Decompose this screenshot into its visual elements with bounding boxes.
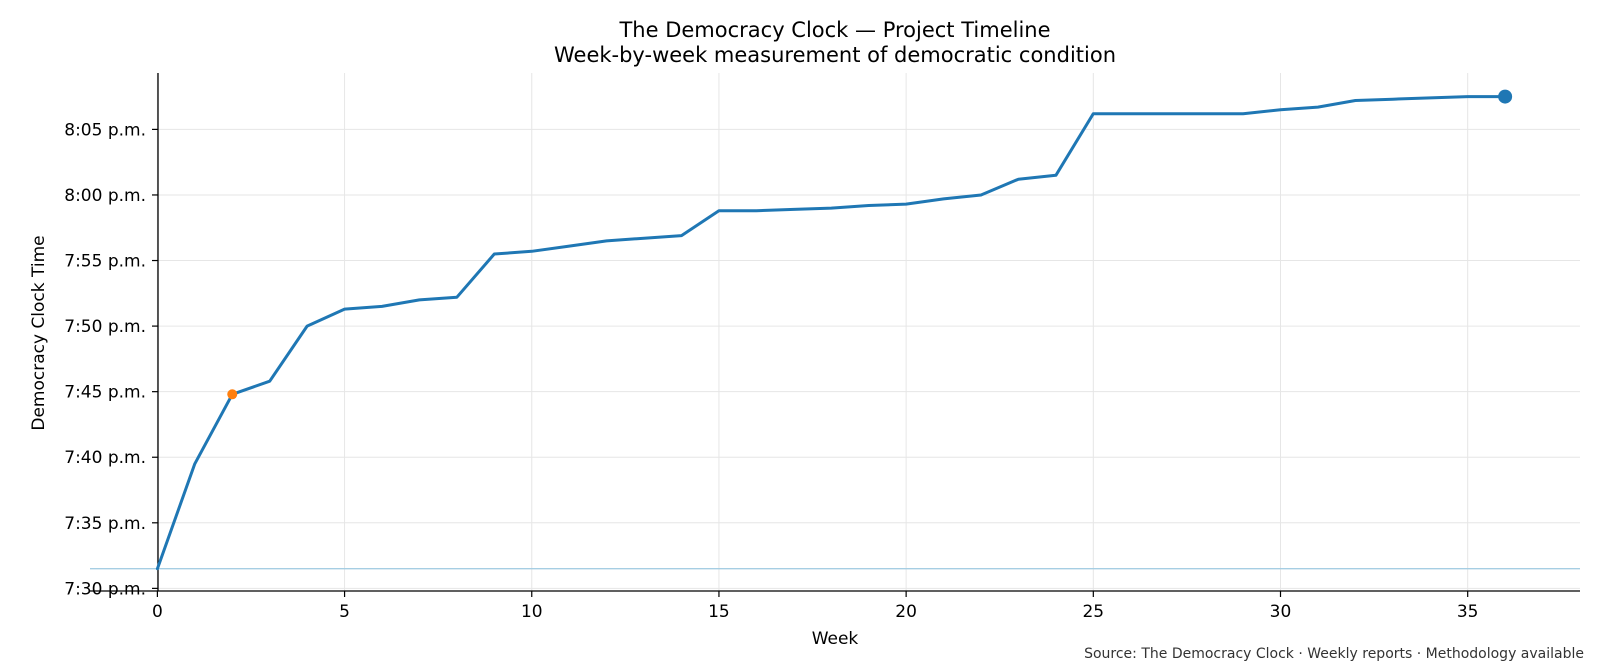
y-tick-label: 8:05 p.m. — [64, 120, 146, 140]
source-note: Source: The Democracy Clock · Weekly rep… — [1084, 646, 1584, 662]
highlight-point — [1498, 89, 1513, 104]
y-tick-label: 7:35 p.m. — [64, 514, 146, 534]
axes — [90, 73, 1580, 592]
x-tick-label: 15 — [708, 602, 730, 622]
x-tick-label: 25 — [1082, 602, 1104, 622]
x-tick-label: 30 — [1270, 602, 1292, 622]
y-tick-label: 7:40 p.m. — [64, 448, 146, 468]
y-tick-label: 8:00 p.m. — [64, 186, 146, 206]
x-axis-title: Week — [812, 629, 859, 649]
x-axis-ticks: 0 5 10 15 20 25 30 35 — [152, 591, 1479, 622]
y-tick-label: 7:55 p.m. — [64, 252, 146, 272]
series-line — [155, 95, 1507, 571]
series-group — [155, 89, 1513, 571]
x-tick-label: 20 — [895, 602, 917, 622]
gridlines — [156, 73, 1580, 591]
chart-subtitle: Week-by-week measurement of democratic c… — [554, 43, 1116, 67]
y-tick-label: 7:30 p.m. — [64, 579, 146, 599]
x-tick-label: 5 — [339, 602, 350, 622]
x-tick-label: 10 — [521, 602, 543, 622]
x-tick-label: 35 — [1457, 602, 1479, 622]
y-axis-title: Democracy Clock Time — [29, 235, 49, 430]
x-tick-label: 0 — [152, 602, 163, 622]
chart-title: The Democracy Clock — Project Timeline — [618, 18, 1050, 42]
highlight-point — [227, 389, 238, 400]
y-tick-label: 7:50 p.m. — [64, 317, 146, 337]
y-axis-ticks: 7:30 p.m. 7:35 p.m. 7:40 p.m. 7:45 p.m. 7:50… — [64, 120, 158, 599]
y-tick-label: 7:45 p.m. — [64, 383, 146, 403]
